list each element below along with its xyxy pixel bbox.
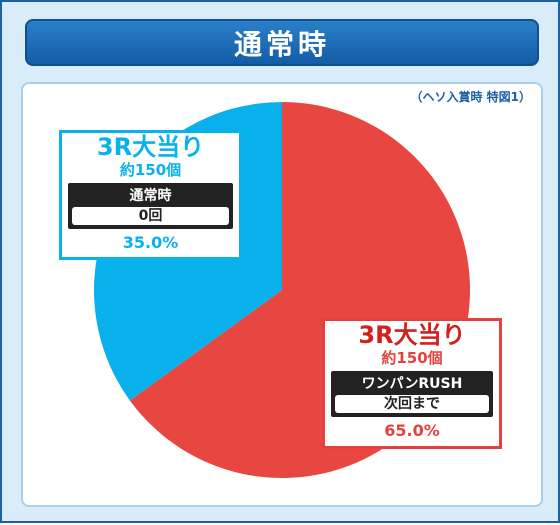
slice-percent-label: 35.0% [122,233,179,252]
slice-label-balls: 約150個 [119,161,182,179]
slice-mode-label: 通常時 [129,188,172,204]
slice-label-title: 3R大当り [96,133,205,161]
slice-label-title: 3R大当り [358,321,466,349]
slice-label-normal: 3R大当り 約150個 通常時 0回 35.0% [59,130,242,260]
slice-label-rush: 3R大当り 約150個 ワンパンRUSH 次回まで 65.0% [322,318,502,449]
slice-mode-value: 次回まで [335,395,489,413]
slice-mode-value: 0回 [72,207,229,225]
chart-note: （ヘソ入賞時 特図1） [410,90,531,104]
slice-label-balls: 約150個 [381,349,443,367]
slice-percent-label: 65.0% [384,421,440,440]
slice-label-mode: 通常時 0回 [68,183,233,229]
chart-title: 通常時 [25,19,539,66]
slice-label-mode: ワンパンRUSH 次回まで [331,371,493,417]
slice-mode-label: ワンパンRUSH [361,376,463,392]
